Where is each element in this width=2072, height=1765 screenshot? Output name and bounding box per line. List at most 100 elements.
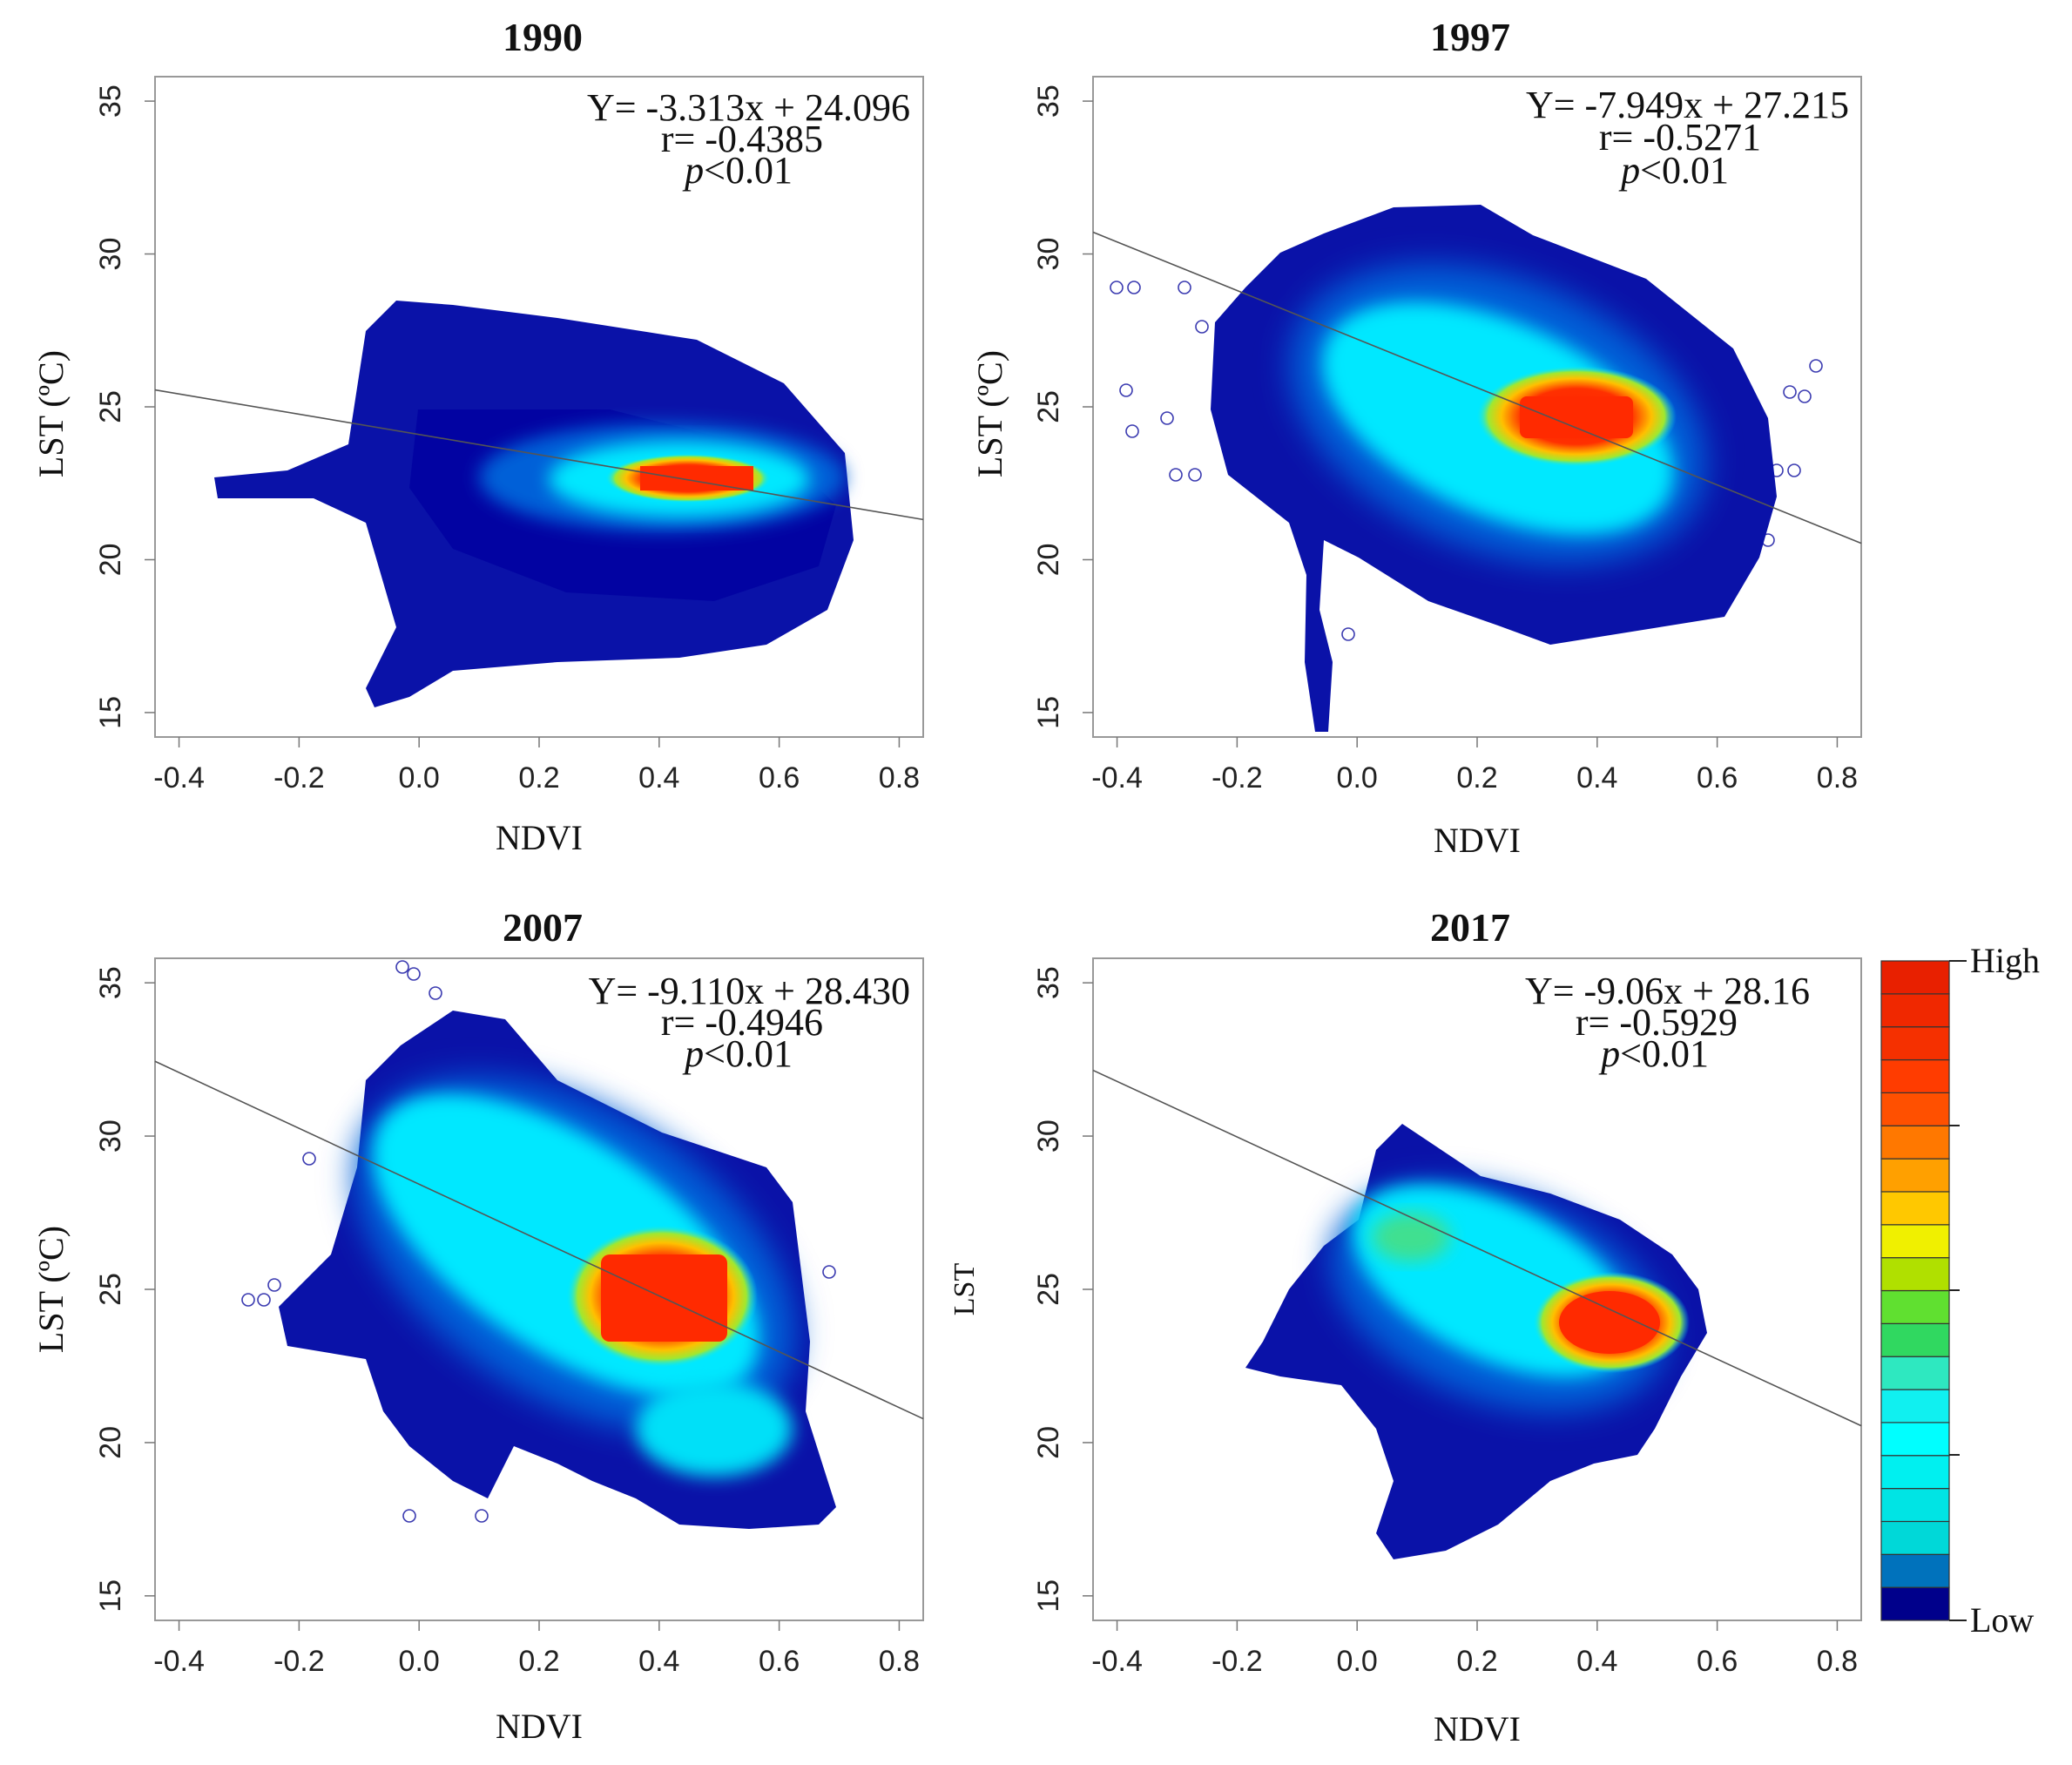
x-tick-label: 0.0	[1337, 761, 1378, 795]
legend-swatch	[1880, 1356, 1950, 1390]
regression-line	[154, 389, 924, 521]
legend-swatch	[1880, 1125, 1950, 1160]
x-tick-label: 0.4	[638, 761, 679, 795]
y-tick-label: 30	[1032, 238, 1065, 271]
x-tick-label: 0.2	[1456, 761, 1497, 795]
x-tick-label: 0.2	[518, 1645, 559, 1678]
y-tick-label: 15	[94, 1579, 127, 1613]
y-tick-label: 20	[94, 1426, 127, 1459]
cloud-green	[1372, 1213, 1450, 1261]
legend-swatch	[1880, 1092, 1950, 1126]
legend-swatch	[1880, 1553, 1950, 1588]
legend-low-label: Low	[1970, 1600, 2034, 1640]
p-value: p<0.01	[1618, 149, 1729, 192]
regression-line	[1092, 1069, 1862, 1427]
density-cloud	[241, 960, 836, 1529]
x-tick-label: 0.8	[1817, 761, 1858, 795]
y-tick-label: 25	[94, 1273, 127, 1306]
regression-equation: Y= -3.313x + 24.096	[587, 86, 910, 129]
x-tick-label: 0.4	[638, 1645, 679, 1678]
y-tick-label: 25	[94, 390, 127, 423]
x-tick-label: -0.2	[273, 1645, 325, 1678]
legend-swatch	[1880, 960, 1950, 995]
regression-line	[1092, 231, 1862, 544]
regression-line	[154, 1060, 924, 1420]
y-axis: 15 20 25 30 35	[1032, 966, 1093, 1613]
panel-2007: 2007 -0.4 -0.2 0.0 0.2 0.4 0.6 0.8 1520253035 …	[31, 905, 924, 1746]
x-axis-label: NDVI	[496, 1707, 583, 1746]
cloud-hot	[1520, 396, 1633, 438]
density-legend: High Low	[1880, 941, 2040, 1640]
legend-swatch	[1880, 1586, 1950, 1621]
x-tick-label: 0.6	[1697, 1645, 1738, 1678]
legend-swatch	[1880, 1455, 1950, 1490]
x-axis: -0.4 -0.2 0.0 0.2 0.4 0.6 0.8	[153, 1620, 920, 1678]
panel-title: 1990	[503, 15, 583, 59]
y-axis: 15 20 25 30 35	[94, 85, 155, 729]
scatter-outliers	[241, 960, 836, 1523]
panel-title: 2017	[1430, 905, 1510, 950]
x-axis-label: NDVI	[496, 818, 583, 857]
legend-swatch	[1880, 1487, 1950, 1523]
legend-swatch	[1880, 1224, 1950, 1259]
x-axis: -0.4 -0.2 0.0 0.2 0.4 0.6 0.8	[1091, 1620, 1858, 1678]
x-axis: -0.4 -0.2 0.0 0.2 0.4 0.6 0.8	[153, 737, 920, 795]
legend-swatch	[1880, 1158, 1950, 1193]
legend-swatch	[1880, 1422, 1950, 1457]
legend-swatches	[1880, 960, 1950, 1621]
y-tick-label: 20	[94, 544, 127, 577]
regression-equation: Y= -7.949x + 27.215	[1526, 84, 1849, 126]
x-tick-label: 0.4	[1576, 761, 1617, 795]
y-axis: 15 20 25 30 35	[94, 966, 155, 1613]
y-tick-label: 35	[1032, 966, 1065, 999]
p-value: p<0.01	[682, 1032, 793, 1075]
x-tick-label: 0.8	[879, 1645, 920, 1678]
x-axis: -0.4 -0.2 0.0 0.2 0.4 0.6 0.8	[1091, 737, 1858, 795]
panel-1990: 1990 -0.4 -0.2 0.0 0.2 0.4 0.6 0.8 1520253035 …	[31, 15, 924, 857]
correlation-r: r= -0.5929	[1576, 1001, 1738, 1044]
x-tick-label: -0.4	[153, 1645, 205, 1678]
y-axis-label: LST	[948, 1263, 981, 1316]
panel-title: 2007	[503, 905, 583, 950]
y-tick-label: 20	[1032, 1426, 1065, 1459]
cloud-cyan-lower	[636, 1381, 793, 1477]
y-tick-label: 15	[1032, 1579, 1065, 1613]
p-value: p<0.01	[1598, 1032, 1709, 1075]
y-tick-label: 20	[1032, 544, 1065, 577]
x-tick-label: 0.6	[1697, 761, 1738, 795]
density-cloud	[214, 301, 854, 707]
regression-equation: Y= -9.110x + 28.430	[589, 970, 910, 1012]
cloud-hot	[1559, 1291, 1660, 1354]
y-tick-label: 15	[1032, 696, 1065, 729]
x-tick-label: -0.2	[1211, 1645, 1263, 1678]
y-tick-label: 25	[1032, 390, 1065, 423]
panel-1997: 1997 -0.4 -0.2 0.0 0.2 0.4 0.6 0.8 1520253035 …	[970, 15, 1862, 860]
x-tick-label: 0.2	[1456, 1645, 1497, 1678]
x-tick-label: 0.8	[879, 761, 920, 795]
legend-swatch	[1880, 1322, 1950, 1357]
legend-swatch	[1880, 993, 1950, 1028]
y-tick-label: 25	[1032, 1273, 1065, 1306]
legend-swatch	[1880, 1026, 1950, 1061]
density-cloud	[1245, 1124, 1707, 1559]
y-axis: 15 20 25 30 35	[1032, 85, 1093, 729]
legend-swatch	[1880, 1257, 1950, 1292]
y-axis-label: LST (ºC)	[31, 350, 71, 477]
x-tick-label: 0.0	[1337, 1645, 1378, 1678]
correlation-r: r= -0.5271	[1599, 116, 1761, 159]
legend-high-label: High	[1970, 941, 2040, 980]
x-tick-label: 0.8	[1817, 1645, 1858, 1678]
y-tick-label: 35	[94, 966, 127, 999]
y-tick-label: 30	[94, 1119, 127, 1153]
y-axis-label: LST (ºC)	[970, 350, 1009, 477]
x-tick-label: 0.6	[759, 1645, 800, 1678]
y-tick-label: 15	[94, 696, 127, 729]
x-axis-label: NDVI	[1434, 1709, 1521, 1748]
y-tick-label: 35	[1032, 85, 1065, 118]
y-tick-label: 30	[1032, 1119, 1065, 1153]
correlation-r: r= -0.4946	[661, 1001, 823, 1044]
regression-equation: Y= -9.06x + 28.16	[1525, 970, 1810, 1012]
y-tick-label: 35	[94, 85, 127, 118]
x-tick-label: -0.2	[273, 761, 325, 795]
